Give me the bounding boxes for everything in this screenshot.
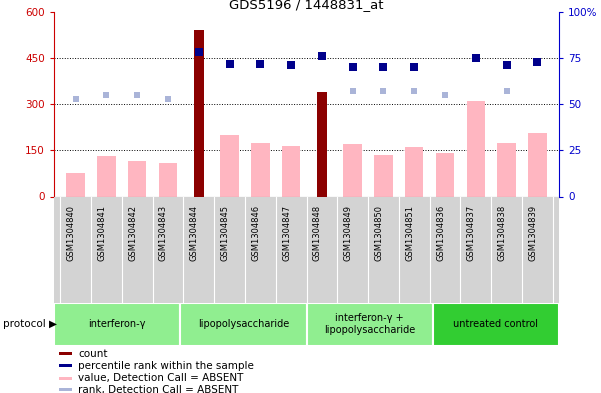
Text: interferon-γ: interferon-γ: [88, 319, 146, 329]
Bar: [528, 133, 547, 196]
Text: GSM1304836: GSM1304836: [436, 205, 445, 261]
Bar: [436, 153, 454, 196]
Bar: [59, 352, 72, 355]
Bar: [221, 135, 239, 196]
Text: protocol ▶: protocol ▶: [3, 319, 57, 329]
Text: lipopolysaccharide: lipopolysaccharide: [198, 319, 289, 329]
Bar: [54, 303, 180, 346]
Bar: [251, 143, 270, 196]
Bar: [159, 163, 177, 196]
Bar: [282, 146, 300, 196]
Text: GSM1304842: GSM1304842: [128, 205, 137, 261]
Bar: [59, 376, 72, 380]
Text: interferon-γ +
lipopolysaccharide: interferon-γ + lipopolysaccharide: [324, 314, 415, 335]
Text: value, Detection Call = ABSENT: value, Detection Call = ABSENT: [78, 373, 243, 383]
Bar: [405, 147, 424, 196]
Bar: [180, 303, 307, 346]
Text: percentile rank within the sample: percentile rank within the sample: [78, 361, 254, 371]
Text: GSM1304851: GSM1304851: [405, 205, 414, 261]
Text: GSM1304839: GSM1304839: [528, 205, 537, 261]
Bar: [498, 143, 516, 196]
Bar: [97, 156, 115, 196]
Bar: [466, 101, 485, 196]
Text: GSM1304848: GSM1304848: [313, 205, 322, 261]
Text: rank, Detection Call = ABSENT: rank, Detection Call = ABSENT: [78, 385, 239, 393]
Bar: [59, 388, 72, 391]
Text: count: count: [78, 349, 108, 359]
Text: GSM1304840: GSM1304840: [67, 205, 76, 261]
Text: GSM1304849: GSM1304849: [344, 205, 353, 261]
Text: GSM1304847: GSM1304847: [282, 205, 291, 261]
Text: GSM1304845: GSM1304845: [221, 205, 230, 261]
Text: GSM1304838: GSM1304838: [498, 205, 507, 261]
Text: GSM1304843: GSM1304843: [159, 205, 168, 261]
Text: GSM1304850: GSM1304850: [374, 205, 383, 261]
Text: GSM1304841: GSM1304841: [97, 205, 106, 261]
Bar: [374, 155, 392, 196]
Bar: [317, 92, 327, 196]
Text: GSM1304837: GSM1304837: [467, 205, 476, 261]
Text: untreated control: untreated control: [453, 319, 538, 329]
Title: GDS5196 / 1448831_at: GDS5196 / 1448831_at: [229, 0, 384, 11]
Bar: [433, 303, 559, 346]
Bar: [307, 303, 433, 346]
Bar: [194, 30, 204, 196]
Text: GSM1304846: GSM1304846: [251, 205, 260, 261]
Bar: [59, 364, 72, 367]
Bar: [128, 161, 147, 196]
Bar: [66, 173, 85, 196]
Bar: [343, 144, 362, 196]
Text: GSM1304844: GSM1304844: [190, 205, 199, 261]
